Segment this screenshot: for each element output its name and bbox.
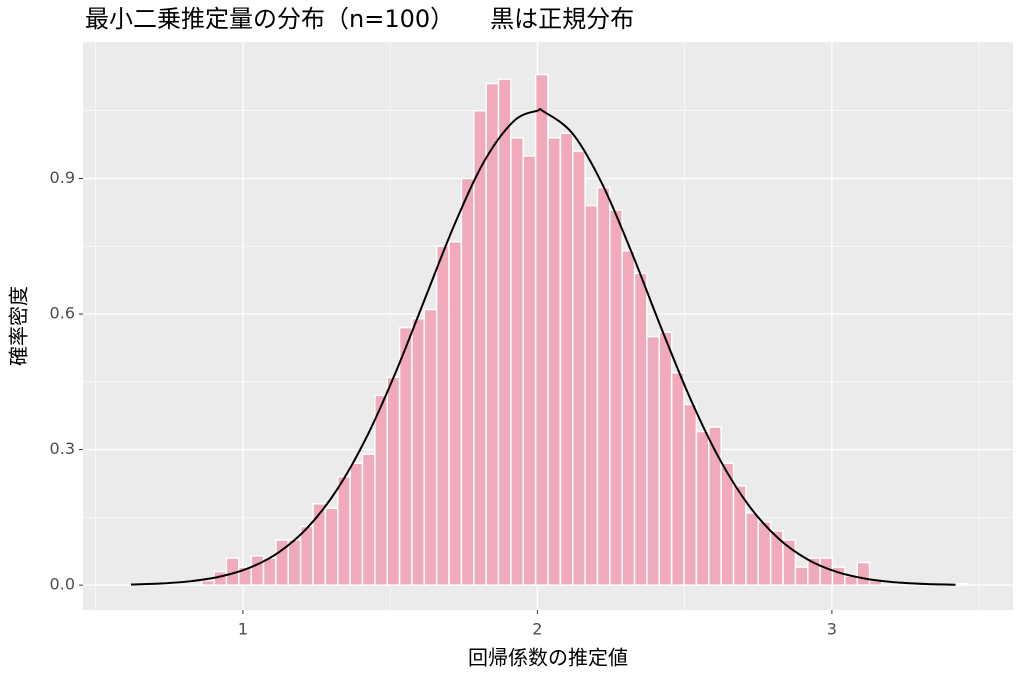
bar [349,462,364,586]
bar [819,557,834,586]
bar [473,109,487,586]
bar [559,132,574,586]
bar [510,137,525,586]
bar [534,73,549,586]
bar [621,250,636,586]
x-tick-label: 2 [532,620,542,639]
bar [460,177,475,586]
bar [683,403,698,586]
bar [547,137,562,586]
bar [361,453,376,586]
bar [448,240,463,586]
bar [571,150,586,586]
bar [596,186,611,586]
bar [633,272,648,586]
y-tick-label: 0.9 [50,168,75,187]
bar [386,376,401,586]
bar [250,555,265,586]
bar [794,566,809,586]
y-tick-label: 0.0 [50,575,75,594]
bar [745,512,760,586]
x-axis-label: 回帰係数の推定値 [468,646,628,670]
bar [856,561,871,586]
bar [312,503,327,586]
x-tick-label: 3 [827,620,837,639]
bar [658,331,673,586]
bar [374,394,388,586]
chart-title: 最小二乗推定量の分布（n=100） 黒は正規分布 [85,5,634,33]
bar [324,507,339,586]
bar [485,82,500,586]
bar [831,566,846,586]
bar [732,484,747,586]
bar [782,539,797,586]
bar [769,530,784,586]
bar [584,204,599,586]
bar [423,308,438,586]
bar [398,326,413,586]
bar [670,372,685,586]
bar [287,539,302,586]
bar [411,317,426,586]
bar [435,245,450,586]
y-tick-label: 0.3 [50,439,75,458]
y-tick-label: 0.6 [50,304,75,323]
bar [609,209,623,586]
bar [522,155,537,586]
bar [299,525,314,586]
bar [262,557,277,586]
bar [757,521,772,586]
y-axis-label: 確率密度 [7,286,31,366]
normal-curve [130,107,956,586]
bar [646,335,661,586]
bar [336,475,351,586]
bar [955,583,970,586]
bar [695,430,710,586]
x-tick-label: 1 [238,620,248,639]
bar [200,579,215,586]
bar [497,78,512,586]
